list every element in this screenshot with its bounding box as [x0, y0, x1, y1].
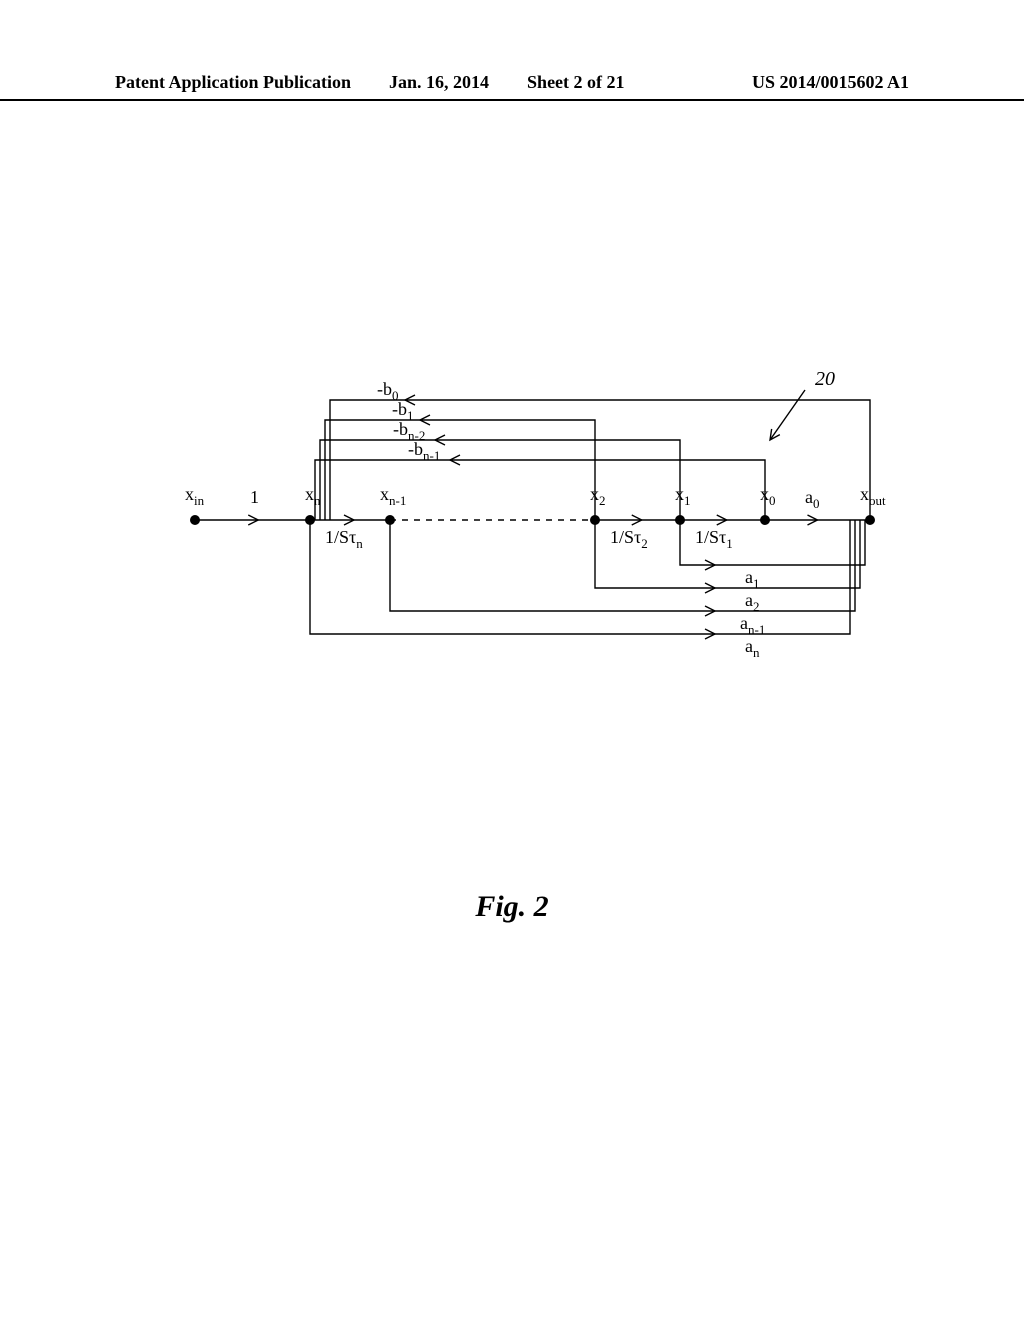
signal-flow-diagram: 11/Sτn1/Sτ21/Sτ1a0-bn-1-bn-2-b1-b0a1a2an…	[150, 310, 910, 730]
patent-header: Patent Application Publication Jan. 16, …	[0, 72, 1024, 101]
svg-text:1: 1	[250, 487, 259, 507]
header-date: Jan. 16, 2014	[389, 72, 489, 93]
header-sheet: Sheet 2 of 21	[527, 72, 625, 93]
svg-text:x0: x0	[760, 484, 776, 508]
header-pubno: US 2014/0015602 A1	[752, 72, 909, 93]
svg-text:a0: a0	[805, 487, 820, 511]
svg-text:xn: xn	[305, 484, 321, 508]
svg-text:x2: x2	[590, 484, 606, 508]
figure-caption: Fig. 2	[0, 890, 1024, 924]
svg-text:an: an	[745, 636, 760, 660]
svg-text:xin: xin	[185, 484, 205, 508]
svg-text:1/Sτ1: 1/Sτ1	[695, 527, 733, 551]
svg-text:20: 20	[815, 368, 835, 390]
svg-text:xout: xout	[860, 484, 886, 508]
header-publication: Patent Application Publication	[115, 72, 351, 93]
svg-text:x1: x1	[675, 484, 691, 508]
svg-text:1/Sτn: 1/Sτn	[325, 527, 363, 551]
svg-text:xn-1: xn-1	[380, 484, 406, 508]
svg-text:1/Sτ2: 1/Sτ2	[610, 527, 648, 551]
page: Patent Application Publication Jan. 16, …	[0, 0, 1024, 1320]
